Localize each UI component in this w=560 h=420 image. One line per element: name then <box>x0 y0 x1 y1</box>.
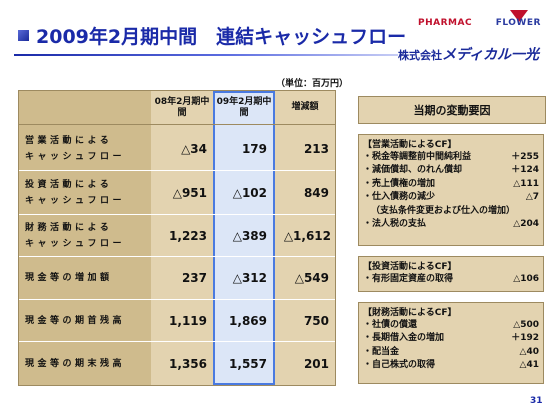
company-name: メディカル一光 <box>442 47 540 63</box>
cell-09: △389 <box>232 228 267 243</box>
factor-note: （支払条件変更および仕入の増加） <box>371 205 516 216</box>
cell-08: 1,223 <box>169 228 207 243</box>
cell-diff: 750 <box>303 313 329 328</box>
cell-diff: 213 <box>303 141 329 156</box>
row-label-financing: 財務活動による キャッシュフロー <box>25 222 126 249</box>
cashflow-table: 08年2月期中間 09年2月期中間 増減額 営業活動による キャッシュフロー △3… <box>18 90 336 386</box>
row-divider <box>19 299 335 300</box>
factor-item: ・有形固定資産の取得 △106 <box>363 274 539 284</box>
logo-text-pharmac: PHARMAC <box>418 18 473 28</box>
cell-08: △951 <box>172 185 207 200</box>
column-09-highlight <box>213 91 275 385</box>
cell-09: 1,557 <box>229 356 267 371</box>
factor-item: ・減価償却、のれん償却 ＋124 <box>363 165 539 176</box>
factor-item: ・自己株式の取得 △41 <box>363 360 539 371</box>
column-diff <box>275 91 335 385</box>
cell-09: 179 <box>241 141 267 156</box>
header-08: 08年2月期中間 <box>151 91 213 125</box>
row-label-column <box>19 91 151 385</box>
row-label-investing: 投資活動による キャッシュフロー <box>25 179 126 206</box>
row-label-opening: 現金等の期首残高 <box>25 315 126 326</box>
page-number: 31 <box>530 396 543 406</box>
factor-item: ・法人税の支払 △204 <box>363 219 539 230</box>
row-label-increase: 現金等の増加額 <box>25 273 113 283</box>
financing-factors-box: 【財務活動によるCF】 ・社債の償還 △500 ・長期借入金の増加 ＋192 ・配当… <box>358 302 544 384</box>
row-divider <box>19 341 335 342</box>
financing-factors-title: 【財務活動によるCF】 <box>363 308 457 318</box>
row-label-closing: 現金等の期末残高 <box>25 358 126 369</box>
page-title: 2009年2月期中間 連結キャッシュフロー <box>36 26 407 48</box>
factor-item: ・売上債権の増加 △111 <box>363 178 539 189</box>
operating-factors-box: 【営業活動によるCF】 ・税金等調整前中間純利益 ＋255 ・減価償却、のれん償却… <box>358 134 544 246</box>
header-09: 09年2月期中間 <box>213 91 275 125</box>
cell-09: 1,869 <box>229 313 267 328</box>
row-divider <box>19 214 335 215</box>
column-08 <box>151 91 213 385</box>
factor-item: ・社債の償還 △500 <box>363 320 539 330</box>
title-underline <box>14 54 398 56</box>
factors-header: 当期の変動要因 <box>358 96 546 124</box>
cell-08: △34 <box>181 141 207 156</box>
cell-08: 1,356 <box>169 356 207 371</box>
row-divider <box>19 170 335 171</box>
unit-label: （単位：百万円） <box>276 79 349 89</box>
operating-factors-title: 【営業活動によるCF】 <box>363 140 457 150</box>
cell-09: △102 <box>232 185 267 200</box>
cell-diff: 849 <box>303 185 329 200</box>
cell-08: 1,119 <box>169 313 207 328</box>
cell-diff: △1,612 <box>283 228 331 243</box>
cell-09: △312 <box>232 271 267 285</box>
row-divider <box>19 256 335 257</box>
header-diff: 増減額 <box>275 91 335 125</box>
header-empty <box>19 91 151 125</box>
row-label-operating: 営業活動による キャッシュフロー <box>25 135 126 162</box>
title-bullet <box>18 30 29 41</box>
investing-factors-box: 【投資活動によるCF】 ・有形固定資産の取得 △106 <box>358 256 544 292</box>
flower-logo-icon <box>510 10 528 22</box>
logo-text-flower: FLOWER <box>495 18 541 28</box>
cell-08: 237 <box>181 271 207 285</box>
logo-wordmark: PHARMAC FLOWER <box>418 18 541 28</box>
factor-item: ・長期借入金の増加 ＋192 <box>363 333 539 344</box>
factor-item: ・税金等調整前中間純利益 ＋255 <box>363 152 539 162</box>
cell-diff: 201 <box>303 356 329 371</box>
factor-item: ・配当金 △40 <box>363 346 539 357</box>
factor-item: ・仕入債務の減少 △7 <box>363 192 539 203</box>
company-logo: 株式会社メディカル一光 <box>398 44 539 64</box>
investing-factors-title: 【投資活動によるCF】 <box>363 262 457 272</box>
cell-diff: △549 <box>294 271 329 285</box>
company-prefix: 株式会社 <box>398 49 442 62</box>
